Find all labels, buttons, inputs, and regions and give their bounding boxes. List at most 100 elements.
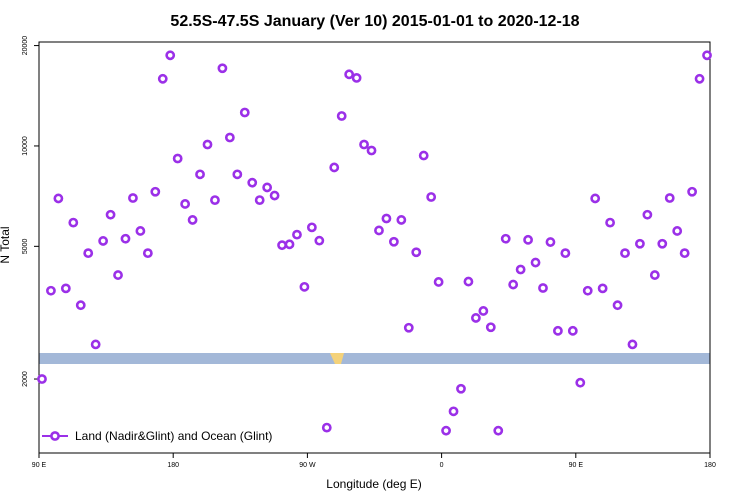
data-point — [567, 325, 578, 336]
data-point — [284, 239, 295, 250]
data-point — [314, 235, 325, 246]
data-point — [538, 283, 548, 293]
data-point — [90, 339, 101, 350]
data-point — [642, 209, 653, 220]
data-point — [523, 234, 533, 245]
data-point — [605, 217, 615, 228]
data-point — [575, 377, 586, 388]
data-point — [620, 248, 630, 259]
data-point — [590, 193, 601, 204]
x-tick-label: 90 E — [32, 462, 47, 469]
data-point — [98, 236, 109, 246]
data-point — [344, 69, 355, 80]
data-point — [306, 222, 317, 233]
data-point — [441, 425, 451, 436]
legend: Land (Nadir&Glint) and Ocean (Glint) — [42, 429, 272, 443]
y-tick-label: 2000 — [22, 371, 29, 387]
data-point — [299, 281, 310, 292]
data-point — [515, 264, 526, 275]
data-point — [53, 193, 64, 204]
data-point — [135, 226, 146, 236]
data-point — [321, 422, 332, 433]
data-point — [582, 285, 593, 296]
x-tick-label: 180 — [704, 462, 716, 469]
data-point — [456, 383, 466, 394]
data-point — [530, 257, 541, 268]
data-point — [649, 270, 660, 280]
data-point — [366, 145, 377, 156]
data-point — [627, 339, 638, 350]
legend-marker-swatch — [50, 431, 60, 441]
x-tick-label: 90 W — [299, 462, 316, 469]
data-point — [217, 63, 228, 74]
data-points — [37, 50, 712, 436]
data-point — [239, 107, 250, 118]
data-point — [612, 300, 623, 311]
data-point — [292, 229, 302, 240]
data-point — [478, 306, 489, 316]
x-tick-label: 180 — [167, 462, 179, 469]
data-point — [150, 186, 161, 197]
data-point — [277, 240, 287, 251]
x-tick-label: 90 E — [569, 462, 584, 469]
data-point — [195, 169, 205, 180]
data-point — [635, 238, 645, 249]
data-point — [687, 186, 698, 197]
data-point — [202, 139, 213, 150]
data-point — [37, 374, 47, 384]
data-point — [269, 190, 280, 201]
y-tick-label: 5000 — [22, 238, 29, 254]
data-point — [128, 193, 138, 203]
data-point — [433, 277, 444, 287]
y-axis-label: N Total — [0, 226, 12, 263]
x-axis-label: Longitude (deg E) — [326, 477, 421, 491]
data-point — [597, 283, 608, 294]
data-point — [664, 193, 675, 203]
map-band — [39, 353, 710, 364]
data-point — [396, 215, 407, 225]
data-point — [426, 192, 437, 202]
data-point — [105, 209, 116, 220]
data-point — [679, 248, 690, 259]
data-point — [232, 169, 243, 180]
y-tick-label: 20000 — [22, 36, 29, 56]
data-point — [247, 177, 258, 188]
data-point — [381, 213, 392, 224]
data-point — [359, 139, 369, 150]
data-point — [493, 425, 504, 436]
data-point — [463, 276, 474, 287]
plot-frame — [38, 41, 711, 454]
data-point — [403, 322, 414, 333]
data-point — [418, 150, 429, 161]
data-point — [187, 215, 198, 225]
x-axis: 90 E 180 90 W 0 90 E 180 — [32, 453, 716, 469]
data-point — [336, 111, 347, 121]
data-point — [485, 322, 496, 333]
data-point — [672, 226, 683, 236]
data-point — [180, 199, 191, 209]
x-tick-label: 0 — [440, 462, 444, 469]
data-point — [157, 73, 168, 84]
background-band-layer — [39, 353, 710, 364]
data-point — [448, 406, 459, 417]
data-point — [500, 233, 511, 244]
data-point — [210, 195, 220, 206]
data-point — [508, 279, 519, 290]
y-axis: 2000 5000 10000 20000 — [22, 36, 39, 387]
data-point — [254, 195, 265, 206]
data-point — [329, 162, 340, 173]
land-patch — [330, 353, 344, 364]
data-point — [702, 50, 712, 61]
data-point — [113, 270, 123, 280]
y-tick-label: 10000 — [22, 136, 29, 156]
data-point — [142, 248, 153, 259]
data-point — [545, 237, 556, 247]
data-point — [172, 153, 183, 164]
data-point — [553, 325, 563, 336]
data-point — [351, 72, 362, 83]
data-point — [120, 233, 131, 244]
data-point — [165, 50, 176, 61]
data-point — [374, 225, 384, 236]
data-point — [560, 248, 571, 259]
